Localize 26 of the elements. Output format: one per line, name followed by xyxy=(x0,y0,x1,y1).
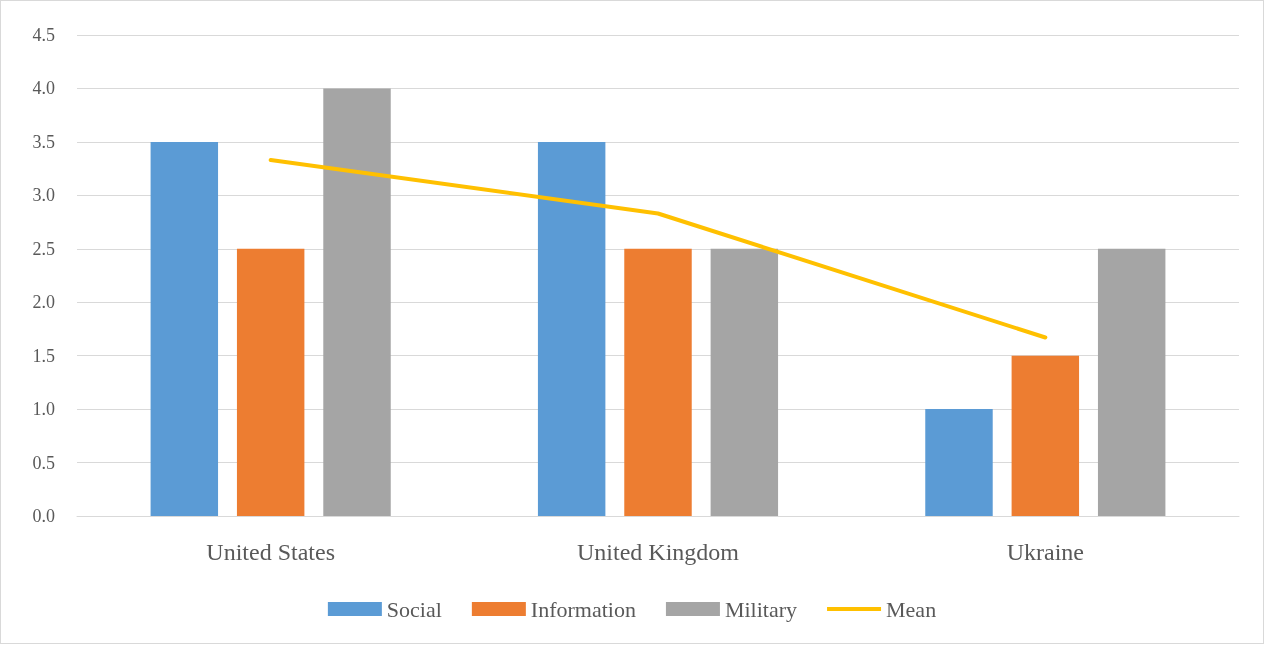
legend-label: Military xyxy=(724,596,798,622)
y-tick-label: 0.5 xyxy=(32,452,55,473)
bar xyxy=(1097,248,1166,516)
legend-label: Social xyxy=(386,596,442,622)
x-tick-label: Ukraine xyxy=(1006,539,1084,565)
bar xyxy=(710,248,779,516)
y-tick-label: 4.5 xyxy=(32,25,55,45)
y-tick-label: 1.5 xyxy=(32,345,55,366)
y-tick-label: 3.0 xyxy=(32,185,55,206)
bar xyxy=(150,141,219,516)
y-tick-label: 0.0 xyxy=(32,506,55,526)
bar xyxy=(236,248,305,516)
y-tick-label: 2.0 xyxy=(32,292,55,313)
y-tick-label: 1.0 xyxy=(32,399,55,420)
bar xyxy=(1011,355,1080,516)
legend-label: Information xyxy=(530,596,636,622)
bar xyxy=(624,248,692,516)
x-tick-label: United Kingdom xyxy=(577,539,740,565)
bar xyxy=(323,88,391,516)
bar xyxy=(537,141,606,516)
y-tick-label: 2.5 xyxy=(32,238,55,259)
legend-label: Mean xyxy=(886,596,937,622)
y-tick-label: 4.0 xyxy=(32,78,55,99)
y-tick-label: 3.5 xyxy=(32,131,55,152)
bar xyxy=(925,409,993,516)
x-tick-label: United States xyxy=(206,539,335,565)
